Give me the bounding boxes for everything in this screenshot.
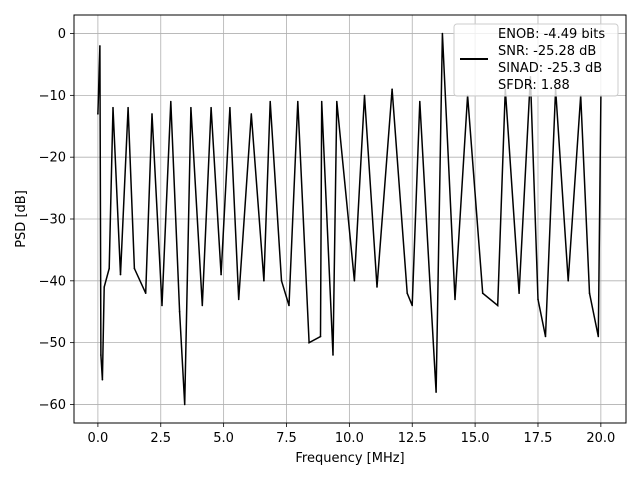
series-point — [319, 335, 322, 338]
series-point — [320, 100, 323, 103]
x-tick-label: 12.5 — [398, 431, 427, 446]
series-point — [119, 273, 122, 276]
series-point — [454, 298, 456, 301]
series-point — [237, 298, 240, 301]
x-tick-label: 15.0 — [461, 431, 490, 446]
y-tick-label: −60 — [39, 398, 66, 413]
series-point — [151, 113, 153, 115]
series-point — [567, 280, 569, 282]
y-tick-label: −20 — [39, 151, 66, 166]
series-point — [435, 391, 437, 393]
y-tick-label: −30 — [39, 213, 66, 228]
series-point — [190, 106, 192, 109]
series-point — [429, 280, 431, 282]
series-point — [363, 94, 366, 97]
x-tick-label: 5.0 — [213, 431, 234, 446]
series-point — [103, 286, 105, 288]
series-point — [183, 403, 186, 406]
legend: ENOB: -4.49 bits SNR: -25.28 dB SINAD: -… — [453, 23, 619, 97]
series-point — [537, 298, 539, 301]
x-tick-label: 20.0 — [586, 431, 615, 446]
series-point — [336, 100, 338, 103]
legend-box — [453, 23, 619, 97]
y-axis-ticks: 0 −10 −20 −30 −40 −50 −60 — [39, 27, 74, 413]
y-tick-label: 0 — [58, 27, 66, 42]
series-point — [496, 304, 499, 307]
series-point — [144, 292, 147, 295]
series-point — [441, 32, 444, 35]
series-point — [127, 106, 129, 109]
y-tick-label: −10 — [39, 89, 66, 104]
series-point — [518, 292, 520, 295]
series-point — [376, 286, 378, 288]
legend-label-sfdr: SFDR: 1.88 — [498, 78, 570, 93]
legend-label-sinad: SINAD: -25.3 dB — [498, 61, 602, 76]
series-point — [100, 354, 102, 356]
series-point — [269, 100, 272, 103]
series-point — [250, 113, 253, 115]
series-point — [97, 113, 99, 115]
series-point — [161, 304, 163, 307]
series-point — [178, 310, 181, 313]
legend-label-snr: SNR: -25.28 dB — [498, 44, 596, 59]
series-point — [112, 106, 114, 109]
series-point — [391, 88, 393, 90]
series-point — [170, 100, 172, 103]
series-point — [99, 45, 101, 47]
series-point — [597, 335, 600, 338]
series-point — [280, 280, 283, 282]
series-point — [419, 100, 421, 103]
series-point — [220, 273, 222, 276]
series-point — [406, 292, 409, 295]
series-point — [588, 292, 591, 295]
y-axis-label: PSD [dB] — [14, 190, 29, 248]
x-axis-label: Frequency [MHz] — [295, 451, 404, 466]
series-point — [297, 100, 299, 103]
x-tick-label: 10.0 — [335, 431, 364, 446]
series-point — [353, 280, 356, 282]
series-point — [229, 106, 231, 109]
x-tick-label: 0.0 — [88, 431, 109, 446]
x-tick-label: 7.5 — [276, 431, 297, 446]
series-point — [481, 292, 484, 295]
series-point — [288, 304, 290, 307]
series-point — [108, 267, 110, 270]
series-line — [97, 33, 602, 405]
series-point — [210, 106, 212, 109]
x-tick-label: 17.5 — [524, 431, 553, 446]
legend-label-enob: ENOB: -4.49 bits — [498, 27, 605, 42]
series-point — [411, 304, 414, 307]
series-point — [101, 378, 104, 381]
series-point — [544, 335, 547, 338]
series-point — [201, 304, 204, 307]
y-tick-label: −50 — [39, 336, 66, 351]
series-point — [263, 280, 265, 282]
y-tick-label: −40 — [39, 274, 66, 289]
series-point — [133, 267, 136, 270]
x-axis-ticks: 0.0 2.5 5.0 7.5 10.0 12.5 15.0 17.5 20.0 — [88, 423, 615, 446]
series-point — [308, 341, 310, 344]
series-point — [332, 354, 334, 356]
x-tick-label: 2.5 — [150, 431, 171, 446]
